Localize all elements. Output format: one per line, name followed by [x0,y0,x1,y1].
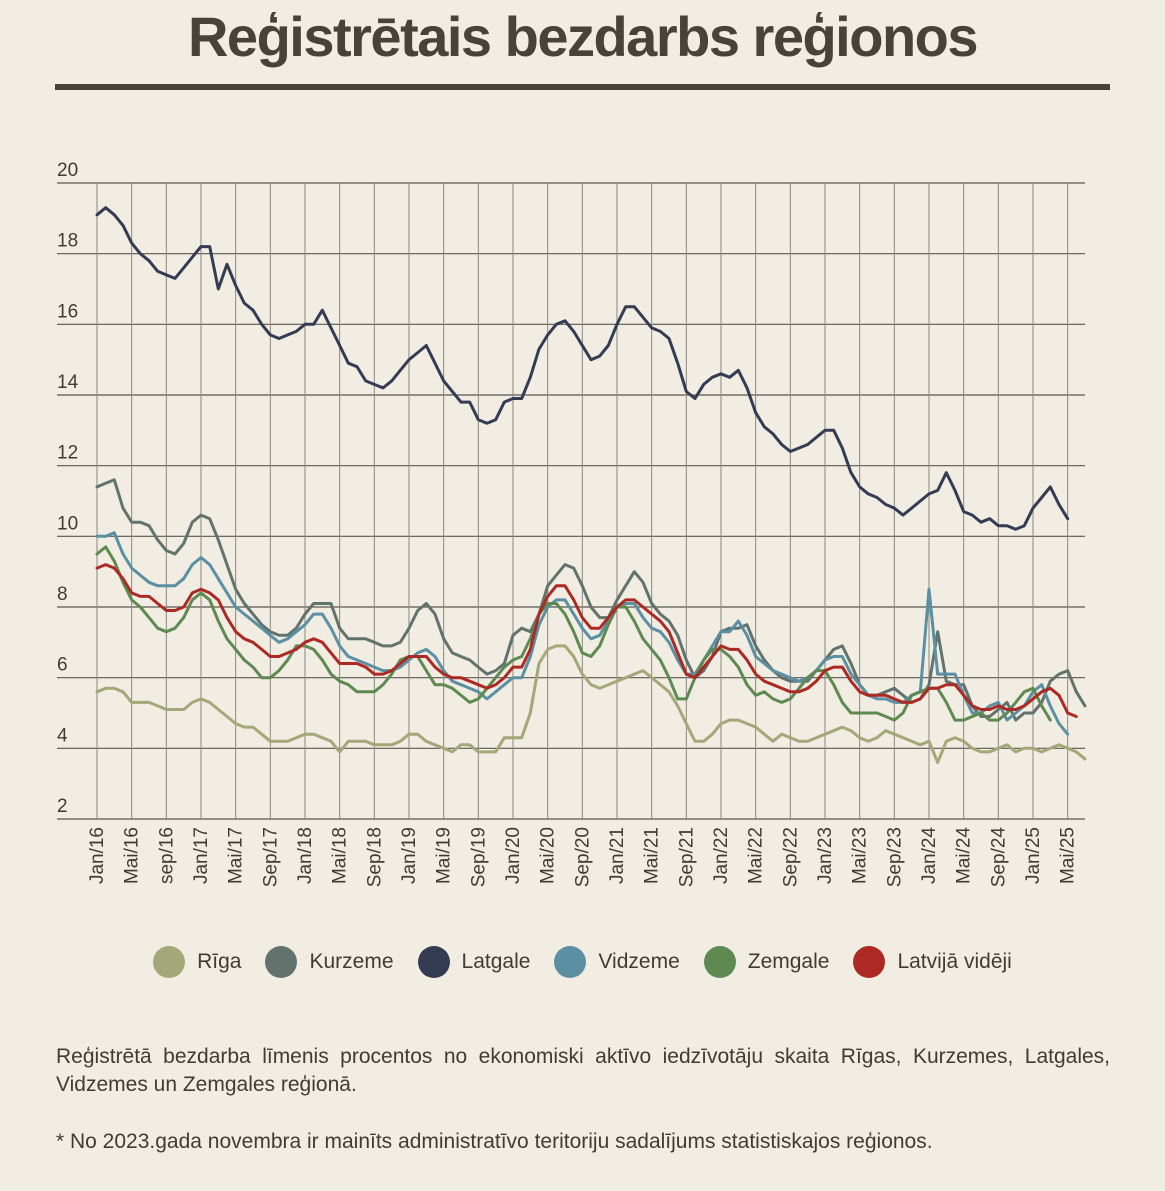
x-tick-label: Sep/22 [780,827,801,887]
x-tick-label: Mai/17 [226,827,247,884]
chart-title: Reģistrētais bezdarbs reģionos [187,5,979,68]
x-tick-label: Sep/17 [260,827,281,887]
legend-swatch-zemgale [703,946,736,978]
legend-label-zemgale: Zemgale [747,950,830,973]
x-tick-label: Jan/23 [815,827,836,884]
x-tick-label: Sep/18 [364,827,385,887]
x-tick-label: Jan/19 [399,827,420,884]
legend-swatch-riga [153,946,186,978]
y-tick-label: 12 [57,443,78,464]
y-tick-label: 16 [57,301,78,322]
x-tick-label: Jan/24 [919,827,940,884]
series-line-zemgale [95,545,1052,722]
legend-item-latvija: Latvijā vidēji [853,946,1012,978]
y-tick-label: 14 [57,372,79,393]
x-tick-label: Jan/20 [503,827,524,884]
line-chart: 2 4 6 8 10 12 14 16 18 20 Jan/16 Mai/16 sep/16 Jan/17… [57,160,1087,888]
series-line-r-ga [95,644,1087,764]
legend-label-vidzeme: Vidzeme [598,950,680,973]
legend-item-latgale: Latgale [417,946,531,978]
x-tick-label: Mai/24 [954,827,975,884]
x-tick-label: Jan/21 [607,827,628,884]
chart-legend: Rīga Kurzeme Latgale Vidzeme Zemgale Lat… [0,946,1165,978]
x-tick-label: Jan/18 [295,827,316,884]
series-line-latvij-vid-ji [95,563,1078,718]
x-tick-label: Sep/21 [676,827,697,887]
x-tick-label: Mai/22 [746,827,767,884]
x-tick-label: Mai/25 [1058,827,1079,884]
y-tick-label: 4 [57,725,68,746]
title-rule [55,84,1110,90]
x-tick-label: Sep/23 [884,827,905,887]
x-tick-label: Mai/23 [850,827,871,884]
x-tick-label: Jan/22 [711,827,732,884]
x-tick-label: Mai/16 [122,827,143,884]
x-tick-label: Sep/20 [572,827,593,887]
y-tick-label: 6 [57,655,68,676]
x-tick-label: Mai/19 [434,827,455,884]
legend-item-kurzeme: Kurzeme [265,946,394,978]
legend-swatch-latgale [417,946,450,978]
legend-swatch-latvija [853,946,886,978]
series-line-vidzeme [95,531,1070,736]
legend-item-zemgale: Zemgale [703,946,830,978]
legend-swatch-vidzeme [554,946,587,978]
legend-label-latgale: Latgale [461,950,531,973]
chart-description: Reģistrētā bezdarba līmenis procentos no… [56,1045,1110,1096]
x-tick-label: Jan/25 [1023,827,1044,884]
x-tick-label: Jan/16 [87,827,108,884]
y-tick-label: 18 [57,231,78,252]
footnote: * No 2023.gada novembra ir mainīts admin… [56,1130,933,1153]
x-tick-label: Mai/18 [330,827,351,884]
x-tick-label: Mai/21 [642,827,663,884]
y-tick-label: 20 [57,160,78,181]
x-tick-label: Sep/19 [468,827,489,887]
legend-label-latvija: Latvijā vidēji [897,950,1012,973]
legend-label-riga: Rīga [197,950,242,973]
legend-item-riga: Rīga [153,946,241,978]
legend-item-vidzeme: Vidzeme [554,946,680,978]
legend-label-kurzeme: Kurzeme [309,950,394,973]
y-tick-label: 2 [57,796,68,817]
x-tick-label: Sep/24 [988,827,1009,888]
y-tick-label: 8 [57,584,68,605]
legend-swatch-kurzeme [265,946,298,978]
series-line-latgale [95,206,1070,531]
y-tick-label: 10 [57,513,78,534]
x-tick-label: sep/16 [156,827,177,884]
x-tick-label: Jan/17 [191,827,212,884]
x-tick-label: Mai/20 [538,827,559,884]
